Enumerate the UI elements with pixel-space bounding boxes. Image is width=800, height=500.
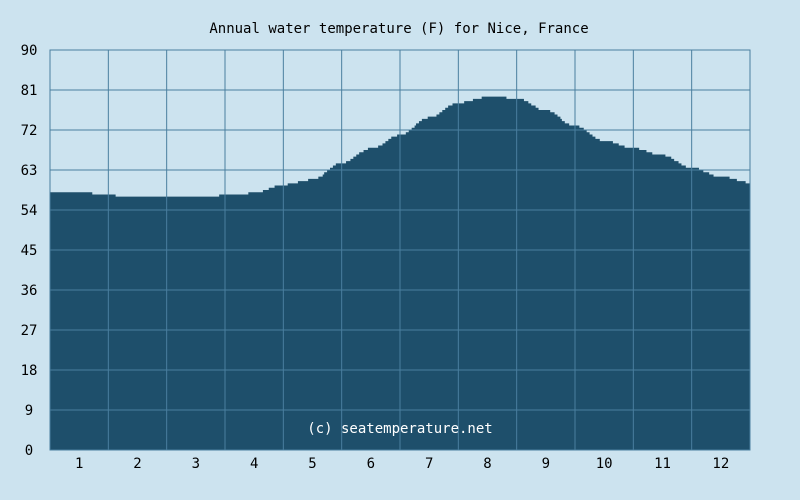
x-tick-label: 6 bbox=[367, 456, 375, 472]
x-tick-label: 3 bbox=[192, 456, 200, 472]
y-tick-label: 18 bbox=[21, 363, 38, 379]
y-tick-label: 90 bbox=[21, 43, 38, 59]
y-tick-label: 63 bbox=[21, 163, 38, 179]
y-tick-label: 72 bbox=[21, 123, 38, 139]
y-tick-label: 36 bbox=[21, 283, 38, 299]
x-tick-label: 5 bbox=[308, 456, 316, 472]
x-tick-label: 8 bbox=[483, 456, 491, 472]
watermark-annotation: (c) seatemperature.net bbox=[307, 421, 492, 437]
y-tick-label: 81 bbox=[21, 83, 38, 99]
x-tick-label: 11 bbox=[654, 456, 671, 472]
y-tick-label: 0 bbox=[25, 443, 33, 459]
x-tick-label: 9 bbox=[542, 456, 550, 472]
y-tick-label: 9 bbox=[25, 403, 33, 419]
x-tick-label: 4 bbox=[250, 456, 258, 472]
y-tick-label: 45 bbox=[21, 243, 38, 259]
x-tick-label: 7 bbox=[425, 456, 433, 472]
y-tick-label: 54 bbox=[21, 203, 38, 219]
chart-title: Annual water temperature (F) for Nice, F… bbox=[209, 21, 588, 37]
x-tick-label: 1 bbox=[75, 456, 83, 472]
y-tick-label: 27 bbox=[21, 323, 38, 339]
x-tick-label: 2 bbox=[133, 456, 141, 472]
plot-border bbox=[49, 49, 751, 451]
x-tick-label: 10 bbox=[596, 456, 613, 472]
x-tick-label: 12 bbox=[712, 456, 729, 472]
